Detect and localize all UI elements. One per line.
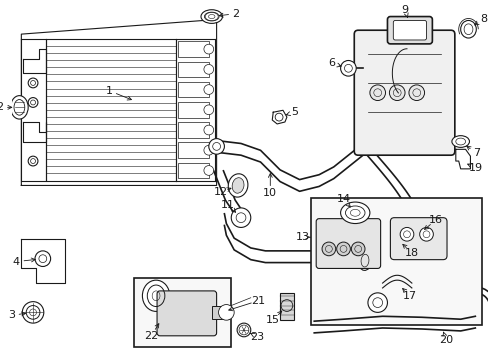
FancyBboxPatch shape bbox=[157, 291, 216, 336]
Ellipse shape bbox=[451, 136, 468, 147]
Circle shape bbox=[336, 242, 349, 256]
Ellipse shape bbox=[201, 10, 222, 23]
FancyBboxPatch shape bbox=[353, 30, 454, 155]
Text: 3: 3 bbox=[8, 310, 15, 320]
Ellipse shape bbox=[228, 174, 247, 197]
Bar bbox=[177, 102, 208, 118]
Bar bbox=[177, 62, 208, 77]
Circle shape bbox=[350, 242, 364, 256]
Circle shape bbox=[399, 228, 413, 241]
Circle shape bbox=[218, 305, 234, 320]
Ellipse shape bbox=[142, 280, 169, 311]
Text: 12: 12 bbox=[213, 187, 227, 197]
Bar bbox=[177, 41, 208, 57]
Text: 10: 10 bbox=[263, 188, 277, 198]
Text: 23: 23 bbox=[250, 332, 264, 342]
Circle shape bbox=[419, 228, 432, 241]
Circle shape bbox=[203, 125, 213, 135]
Bar bbox=[177, 82, 208, 97]
Circle shape bbox=[322, 242, 335, 256]
FancyBboxPatch shape bbox=[316, 219, 380, 269]
Text: 6: 6 bbox=[327, 58, 335, 68]
Circle shape bbox=[203, 64, 213, 74]
Text: 7: 7 bbox=[472, 148, 479, 158]
Ellipse shape bbox=[237, 323, 250, 337]
Bar bbox=[177, 122, 208, 138]
Circle shape bbox=[203, 166, 213, 175]
Bar bbox=[211, 306, 229, 319]
Text: 17: 17 bbox=[402, 291, 416, 301]
Polygon shape bbox=[21, 239, 65, 283]
Text: 2: 2 bbox=[232, 9, 239, 19]
Text: 19: 19 bbox=[468, 163, 482, 173]
Text: 2: 2 bbox=[0, 102, 3, 112]
Circle shape bbox=[28, 156, 38, 166]
Circle shape bbox=[203, 44, 213, 54]
FancyBboxPatch shape bbox=[392, 21, 426, 40]
Bar bbox=[311, 198, 481, 325]
Circle shape bbox=[28, 98, 38, 107]
Circle shape bbox=[367, 293, 386, 312]
Circle shape bbox=[340, 60, 355, 76]
Text: 8: 8 bbox=[480, 14, 487, 23]
Circle shape bbox=[28, 78, 38, 88]
Text: 9: 9 bbox=[401, 5, 408, 15]
Ellipse shape bbox=[340, 202, 369, 224]
Polygon shape bbox=[272, 110, 286, 124]
Circle shape bbox=[208, 139, 224, 154]
Text: 4: 4 bbox=[13, 257, 20, 267]
Text: 21: 21 bbox=[251, 296, 265, 306]
Circle shape bbox=[203, 85, 213, 94]
Text: 16: 16 bbox=[428, 215, 443, 225]
Ellipse shape bbox=[460, 21, 475, 38]
Ellipse shape bbox=[11, 96, 28, 119]
Circle shape bbox=[369, 85, 385, 100]
Ellipse shape bbox=[357, 251, 371, 270]
Circle shape bbox=[408, 85, 424, 100]
Ellipse shape bbox=[232, 178, 244, 193]
FancyBboxPatch shape bbox=[386, 17, 431, 44]
Bar bbox=[280, 293, 293, 320]
Text: 22: 22 bbox=[144, 331, 158, 341]
Text: 5: 5 bbox=[291, 107, 298, 117]
Circle shape bbox=[203, 105, 213, 115]
Bar bbox=[177, 163, 208, 178]
Text: 11: 11 bbox=[221, 200, 235, 210]
Text: 1: 1 bbox=[105, 86, 112, 96]
Circle shape bbox=[35, 251, 51, 266]
Text: 15: 15 bbox=[265, 315, 280, 325]
Circle shape bbox=[388, 85, 404, 100]
Text: 20: 20 bbox=[438, 335, 452, 345]
Bar bbox=[133, 278, 231, 347]
Ellipse shape bbox=[22, 302, 44, 323]
Text: 14: 14 bbox=[336, 194, 350, 204]
Bar bbox=[177, 143, 208, 158]
Text: 18: 18 bbox=[404, 248, 418, 258]
Text: 13: 13 bbox=[295, 232, 309, 242]
Circle shape bbox=[203, 145, 213, 155]
FancyBboxPatch shape bbox=[389, 218, 446, 260]
Circle shape bbox=[231, 208, 250, 228]
